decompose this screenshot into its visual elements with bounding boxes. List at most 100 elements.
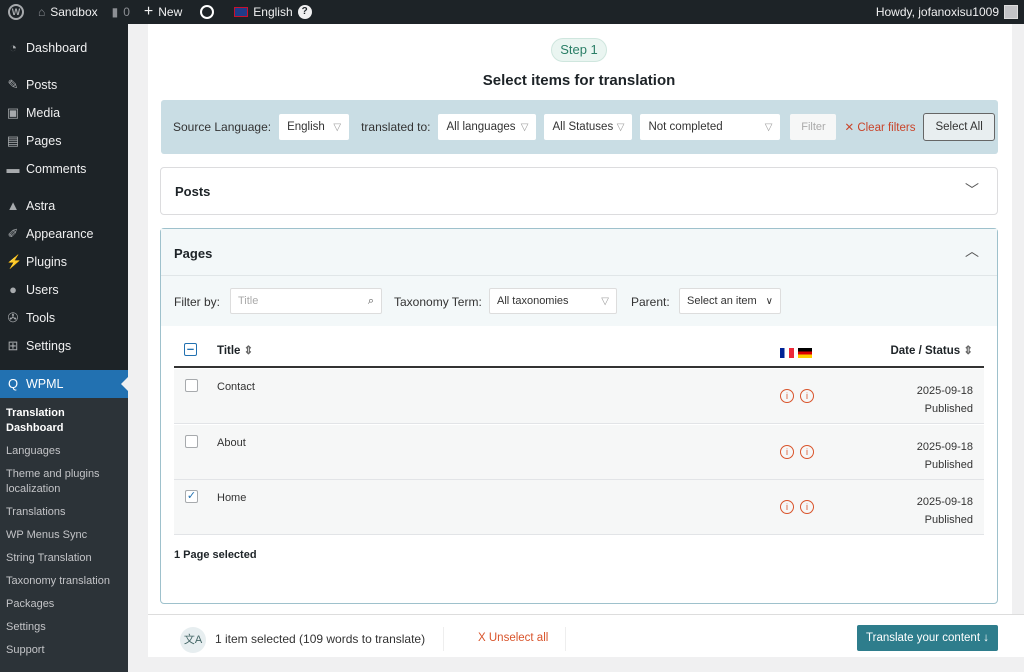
completion-value: Not completed [648, 121, 723, 133]
status-select[interactable]: All Statuses ▽ [544, 114, 633, 140]
title-search-input[interactable]: Title ⌕ [230, 288, 382, 314]
german-status-icon[interactable]: i [800, 389, 814, 403]
completion-select[interactable]: Not completed ▽ [640, 114, 781, 140]
sidebar-item-label: Plugins [26, 255, 67, 269]
row-date-status: 2025-09-18 Published [917, 493, 973, 529]
posts-title: Posts [175, 184, 211, 199]
french-flag-icon [780, 347, 794, 358]
chevron-down-icon: ▽ [333, 121, 342, 133]
new-label: New [158, 5, 183, 19]
row-date: 2025-09-18 [916, 496, 973, 508]
french-status-icon[interactable]: i [780, 444, 794, 459]
submenu-item[interactable]: Theme and plugins localization [6, 468, 100, 495]
comment-icon: ▮ [111, 5, 119, 19]
chevron-up-icon[interactable]: ︿ [965, 243, 979, 259]
filters-bar: Source Language: English ▽ translated to:… [161, 100, 998, 154]
submenu-item[interactable]: Translation Dashboard [6, 407, 65, 434]
target-value: All languages [446, 121, 516, 133]
comments-link[interactable]: ▮ 0 [112, 5, 130, 19]
french-status-icon[interactable]: i [780, 389, 794, 403]
sidebar-item-label: Posts [26, 78, 58, 92]
home-icon: ⌂ [38, 5, 46, 19]
date-column-header[interactable]: Date / Status ⇕ [890, 343, 973, 357]
settings-icon: ⊞ [7, 338, 19, 353]
wordpress-logo-icon[interactable]: W [8, 4, 24, 20]
submenu-item[interactable]: String Translation [6, 552, 92, 564]
admin-sidebar: ◔ Dashboard ✎ Posts ▣ Media ▤ Pages ▬ Comments ▲ As… [0, 24, 128, 672]
sidebar-item-users[interactable]: ● Users [0, 276, 128, 304]
clear-filters-link[interactable]: ✕ Clear filters [844, 122, 916, 134]
filter-button[interactable]: Filter [790, 114, 837, 140]
row-title[interactable]: Home [217, 492, 247, 504]
parent-select[interactable]: Select an item ∨ [679, 288, 781, 314]
sidebar-item-label: Appearance [26, 227, 94, 241]
language-flags [780, 344, 812, 359]
table-row: Contact i i 2025-09-18 Published [174, 369, 984, 424]
chevron-down-icon[interactable]: ﹀ [965, 182, 979, 198]
submenu-item[interactable]: Settings [6, 621, 46, 633]
comment-icon: ▬ [6, 161, 20, 176]
submenu-item[interactable]: Taxonomy translation [6, 575, 110, 587]
sidebar-item-posts[interactable]: ✎ Posts [0, 71, 128, 99]
dashboard-icon: ◔ [9, 40, 17, 55]
row-title[interactable]: Contact [217, 381, 255, 393]
row-status: Published [924, 458, 973, 471]
sidebar-item-appearance[interactable]: ✐ Appearance [0, 220, 128, 248]
sidebar-item-label: Pages [26, 134, 62, 148]
table-row: ✓ Home i i 2025-09-18 Published [174, 480, 984, 535]
language-switcher[interactable]: English? [234, 5, 312, 19]
brush-icon: ✐ [7, 226, 19, 241]
submenu-item[interactable]: Translations [6, 506, 66, 518]
sidebar-item-label: Astra [26, 199, 56, 213]
sidebar-item-media[interactable]: ▣ Media [0, 99, 128, 127]
row-checkbox[interactable] [185, 379, 198, 392]
german-status-icon[interactable]: i [800, 444, 814, 459]
site-link[interactable]: ⌂ Sandbox [38, 5, 98, 19]
select-all-checkbox[interactable]: – [184, 342, 197, 356]
sidebar-item-wpml[interactable]: Q WPML [0, 370, 128, 398]
sidebar-item-dashboard[interactable]: ◔ Dashboard [0, 34, 128, 62]
title-column-header[interactable]: Title ⇕ [217, 343, 253, 357]
german-status-icon[interactable]: i [800, 500, 814, 514]
sidebar-item-label: Tools [26, 311, 56, 325]
chevron-down-icon: ▽ [616, 121, 625, 133]
sidebar-item-pages[interactable]: ▤ Pages [0, 127, 128, 155]
submenu-item[interactable]: Support [6, 644, 45, 656]
row-date: 2025-09-18 [916, 385, 973, 397]
sidebar-item-label: Comments [26, 162, 87, 176]
avatar [1004, 5, 1018, 19]
pages-title: Pages [174, 246, 213, 261]
submenu-item[interactable]: Languages [6, 445, 61, 457]
wrench-icon: ✇ [7, 310, 19, 325]
taxonomy-select[interactable]: All taxonomies ▽ [489, 288, 617, 314]
pages-icon: ▤ [6, 133, 20, 148]
select-all-button[interactable]: Select All [923, 113, 995, 141]
wpml-icon: Q [7, 376, 19, 391]
submenu-item[interactable]: WP Menus Sync [6, 529, 88, 541]
submenu-item[interactable]: Packages [6, 598, 55, 610]
wpml-submenu: Translation Dashboard Languages Theme and … [0, 398, 128, 672]
row-title[interactable]: About [217, 436, 246, 449]
unselect-all-link[interactable]: X Unselect all [478, 632, 549, 644]
user-icon: ● [9, 282, 17, 297]
account-menu[interactable]: Howdy, jofanoxisu1009 [876, 0, 1018, 24]
row-status: Published [924, 514, 973, 526]
sidebar-item-settings[interactable]: ⊞ Settings [0, 332, 128, 360]
french-status-icon[interactable]: i [780, 500, 794, 514]
clear-filters-label: Clear filters [857, 122, 916, 134]
source-language-select[interactable]: English ▽ [279, 114, 350, 140]
sidebar-item-astra[interactable]: ▲ Astra [0, 192, 128, 220]
sidebar-item-plugins[interactable]: ⚡ Plugins [0, 248, 128, 276]
page-title: Select items for translation [482, 72, 676, 89]
new-link[interactable]: + New [144, 3, 182, 21]
german-flag-icon [797, 347, 812, 358]
row-checkbox[interactable]: ✓ [185, 490, 198, 503]
sidebar-item-comments[interactable]: ▬ Comments [0, 155, 128, 183]
target-language-select[interactable]: All languages ▽ [438, 114, 537, 140]
posts-section[interactable]: Posts ﹀ [160, 167, 998, 215]
sidebar-item-tools[interactable]: ✇ Tools [0, 304, 128, 332]
row-checkbox[interactable] [185, 434, 198, 448]
wpml-icon[interactable] [200, 5, 215, 19]
translate-content-button[interactable]: Translate your content ↓ [857, 625, 998, 651]
source-value: English [287, 121, 325, 133]
